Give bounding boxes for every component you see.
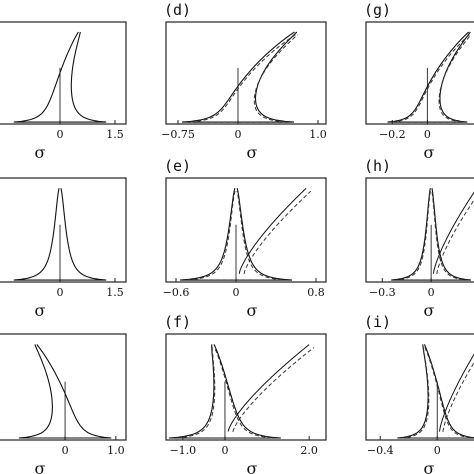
- panel-label: (d): [164, 1, 191, 19]
- panel-label: (e): [164, 157, 191, 175]
- x-axis-label: σ: [247, 301, 258, 320]
- panel-a: 0 1.5 σ: [0, 21, 127, 162]
- x-tick-label: −0.4: [367, 444, 394, 457]
- branch-curve-dashed: [232, 347, 315, 432]
- branch-curve: [432, 191, 474, 274]
- x-tick-label: 0: [434, 444, 441, 457]
- x-tick-label: 0: [57, 286, 64, 299]
- x-tick-label: −0.6: [163, 286, 190, 299]
- response-curve: [397, 344, 474, 439]
- x-tick-label: 1.0: [107, 444, 125, 457]
- panel-frame: [165, 21, 327, 125]
- branch-curve-dashed: [436, 199, 474, 274]
- x-axis-label: σ: [35, 143, 46, 162]
- x-tick-label: 0: [424, 128, 431, 141]
- branch-curve-dashed: [243, 190, 312, 275]
- response-curve-dashed: [391, 34, 472, 123]
- branch-curve: [227, 344, 310, 432]
- response-curve: [13, 188, 107, 281]
- x-axis-label: σ: [424, 459, 435, 474]
- x-tick-label: 0: [57, 128, 64, 141]
- x-axis-label: σ: [35, 459, 46, 474]
- panel-d: (d) −0.75 0 1.0 σ: [161, 1, 327, 162]
- response-curve-dashed: [395, 190, 468, 281]
- panel-label: (f): [164, 313, 191, 331]
- response-curve: [13, 31, 107, 123]
- x-tick-label: −0.75: [161, 128, 195, 141]
- panel-frame: [0, 177, 127, 283]
- panel-frame: [365, 177, 474, 283]
- x-axis-label: σ: [424, 143, 435, 162]
- x-tick-label: 0: [235, 128, 242, 141]
- x-tick-label: 1.5: [106, 128, 124, 141]
- x-axis-label: σ: [424, 301, 435, 320]
- x-tick-label: 0: [428, 286, 435, 299]
- x-tick-label: 2.0: [300, 444, 318, 457]
- panel-b: 0 1.5 σ: [0, 177, 127, 320]
- panel-frame: [365, 333, 474, 441]
- x-tick-label: 0: [221, 444, 228, 457]
- branch-curve: [439, 353, 474, 432]
- x-tick-label: 1.5: [106, 286, 124, 299]
- response-curve-dashed: [401, 347, 474, 439]
- panel-label: (h): [364, 157, 391, 175]
- branch-curve: [238, 188, 307, 274]
- panel-i: (i) −0.4 0 σ: [364, 313, 474, 474]
- response-curve: [181, 31, 298, 123]
- x-axis-label: σ: [247, 459, 258, 474]
- panel-frame: [165, 333, 327, 441]
- response-curve: [18, 344, 112, 439]
- panel-e: (e) −0.6 0 0.8 σ: [163, 157, 327, 320]
- x-tick-label: 1.0: [309, 128, 327, 141]
- panel-f: (f) −1.0 0 2.0 σ: [164, 313, 327, 474]
- panel-frame: [365, 21, 474, 125]
- x-tick-label: 0: [62, 444, 69, 457]
- response-curve-dashed: [187, 34, 298, 123]
- panel-h: (h) −0.3 0 σ: [364, 157, 474, 320]
- x-axis-label: σ: [35, 301, 46, 320]
- response-curve: [391, 188, 472, 281]
- panel-c: 0 1.0 σ: [0, 333, 127, 474]
- x-tick-label: 0.8: [307, 286, 325, 299]
- panel-label: (i): [364, 313, 391, 331]
- response-curve-dashed: [185, 190, 287, 281]
- response-curve: [168, 344, 281, 439]
- panel-g: (g) −0.2 0 σ: [364, 1, 474, 162]
- x-tick-label: −0.2: [379, 128, 406, 141]
- panel-frame: [0, 21, 127, 125]
- x-tick-label: −0.3: [369, 286, 396, 299]
- panel-frame: [0, 333, 127, 441]
- x-tick-label: 0: [233, 286, 240, 299]
- panel-label: (g): [364, 1, 391, 19]
- x-axis-label: σ: [247, 143, 258, 162]
- x-tick-label: −1.0: [169, 444, 196, 457]
- panel-frame: [165, 177, 327, 283]
